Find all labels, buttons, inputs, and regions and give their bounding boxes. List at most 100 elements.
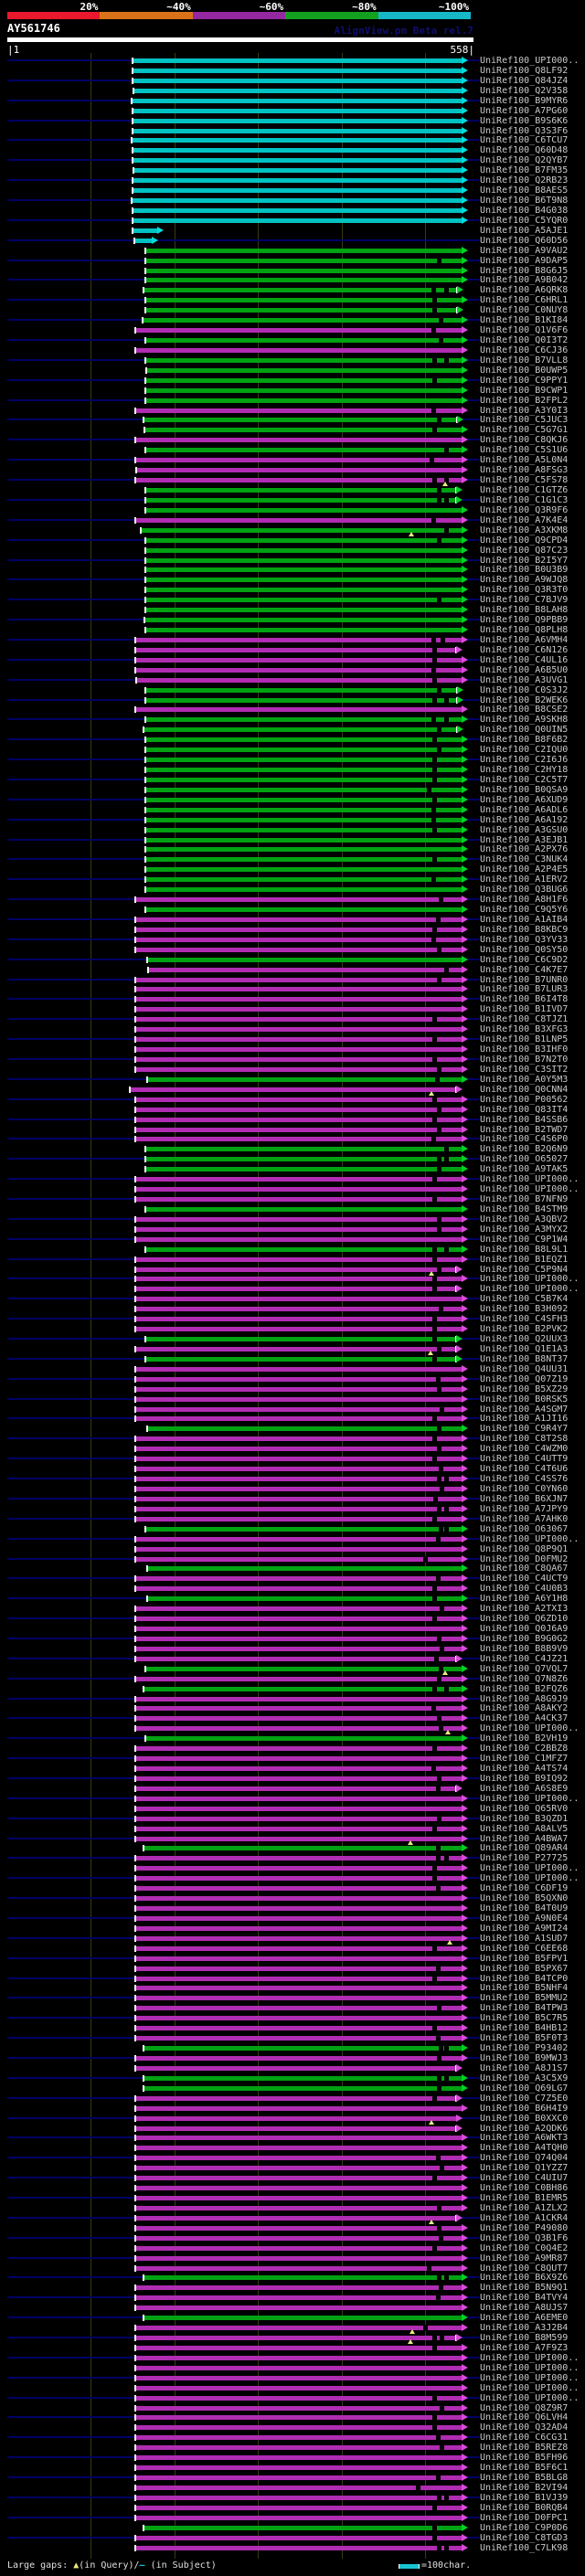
subject-id-label[interactable]: UniRef100_Q07Z19 [480,1373,569,1384]
subject-id-label[interactable]: UniRef100_Q1V6F6 [480,325,569,336]
subject-id-label[interactable]: UniRef100_A3MYX2 [480,1224,569,1235]
subject-id-label[interactable]: UniRef100_A1ERV2 [480,875,569,885]
subject-id-label[interactable]: UniRef100_B8AES5 [480,186,569,196]
subject-id-label[interactable]: UniRef100_B4SSB6 [480,1114,569,1125]
subject-id-label[interactable]: UniRef100_Q1E1A3 [480,1343,569,1354]
subject-id-label[interactable]: UniRef100_B9MYR6 [480,95,569,106]
subject-id-label[interactable]: UniRef100_A9VAU2 [480,245,569,256]
subject-id-label[interactable]: UniRef100_Q2V358 [480,85,569,96]
subject-id-label[interactable]: UniRef100_A6VMH4 [480,634,569,645]
subject-id-label[interactable]: UniRef100_Q3R9F6 [480,504,569,515]
subject-id-label[interactable]: UniRef100_Q7N8Z6 [480,1673,569,1684]
subject-id-label[interactable]: UniRef100_C4JZ21 [480,1653,569,1664]
subject-id-label[interactable]: UniRef100_C4UCT9 [480,1574,569,1585]
subject-id-label[interactable]: UniRef100_B8F6B2 [480,735,569,746]
subject-id-label[interactable]: UniRef100_B5F6C1 [480,2463,569,2474]
subject-id-label[interactable]: UniRef100_A9B042 [480,275,569,286]
subject-id-label[interactable]: UniRef100_P93402 [480,2043,569,2054]
subject-id-label[interactable]: UniRef100_P49080 [480,2222,569,2233]
subject-id-label[interactable]: UniRef100_A3C5X9 [480,2072,569,2083]
subject-id-label[interactable]: UniRef100_B3H092 [480,1304,569,1315]
subject-id-label[interactable]: UniRef100_B4G038 [480,205,569,216]
subject-id-label[interactable]: UniRef100_C5B7K4 [480,1294,569,1305]
subject-id-label[interactable]: UniRef100_A6A192 [480,814,569,825]
subject-id-label[interactable]: UniRef100_A9TAK5 [480,1164,569,1175]
subject-id-label[interactable]: UniRef100_A4BWA7 [480,1833,569,1844]
subject-id-label[interactable]: UniRef100_B5REZ8 [480,2443,569,2454]
subject-id-label[interactable]: UniRef100_C4WZM0 [480,1444,569,1455]
subject-id-label[interactable]: UniRef100_Q6ZD10 [480,1614,569,1625]
subject-id-label[interactable]: UniRef100_UPI000.. [480,56,580,66]
subject-id-label[interactable]: UniRef100_P27725 [480,1853,569,1864]
subject-id-label[interactable]: UniRef100_B5PX67 [480,1963,569,1974]
subject-id-label[interactable]: UniRef100_B8G6J5 [480,265,569,276]
subject-id-label[interactable]: UniRef100_C4U0B3 [480,1584,569,1595]
subject-id-label[interactable]: UniRef100_B5F0T3 [480,2033,569,2044]
subject-id-label[interactable]: UniRef100_UPI000.. [480,2362,580,2373]
subject-id-label[interactable]: UniRef100_C4SFH3 [480,1314,569,1325]
subject-id-label[interactable]: UniRef100_B2VI94 [480,2482,569,2493]
subject-id-label[interactable]: UniRef100_C6CG31 [480,2433,569,2443]
subject-id-label[interactable]: UniRef100_C7BJV9 [480,595,569,606]
subject-id-label[interactable]: UniRef100_Q87C23 [480,545,569,556]
subject-id-label[interactable]: UniRef100_C0YN60 [480,1483,569,1494]
subject-id-label[interactable]: UniRef100_A3EJB1 [480,834,569,845]
subject-id-label[interactable]: UniRef100_C4T6U6 [480,1464,569,1475]
subject-id-label[interactable]: UniRef100_Q9CPD4 [480,535,569,546]
subject-id-label[interactable]: UniRef100_A0Y5M3 [480,1074,569,1085]
subject-id-label[interactable]: UniRef100_C2C5T7 [480,774,569,785]
subject-id-label[interactable]: UniRef100_B5FH96 [480,2453,569,2464]
subject-id-label[interactable]: UniRef100_B0UWP5 [480,365,569,376]
subject-id-label[interactable]: UniRef100_UPI000.. [480,1284,580,1295]
subject-id-label[interactable]: UniRef100_Q8PLH8 [480,625,569,635]
subject-id-label[interactable]: UniRef100_C0NUY8 [480,305,569,316]
subject-id-label[interactable]: UniRef100_UPI000.. [480,2372,580,2383]
subject-id-label[interactable]: UniRef100_C4UIU7 [480,2173,569,2184]
subject-id-label[interactable]: UniRef100_A1ZLX2 [480,2202,569,2213]
subject-id-label[interactable]: UniRef100_B2PVK2 [480,1324,569,1335]
subject-id-label[interactable]: UniRef100_B5XZ29 [480,1383,569,1394]
subject-id-label[interactable]: UniRef100_A4SGM7 [480,1404,569,1415]
subject-id-label[interactable]: UniRef100_Q2RB23 [480,175,569,186]
subject-id-label[interactable]: UniRef100_A3QBV2 [480,1214,569,1224]
subject-id-label[interactable]: UniRef100_UPI000.. [480,1174,580,1185]
subject-id-label[interactable]: UniRef100_Q65RV0 [480,1803,569,1814]
subject-id-label[interactable]: UniRef100_B1LNP5 [480,1034,569,1045]
subject-id-label[interactable]: UniRef100_Q3S3F6 [480,125,569,136]
subject-id-label[interactable]: UniRef100_B5N9Q1 [480,2283,569,2294]
subject-id-label[interactable]: UniRef100_A7F9Z3 [480,2342,569,2353]
subject-id-label[interactable]: UniRef100_A8H1F6 [480,895,569,906]
subject-id-label[interactable]: UniRef100_A4TS74 [480,1764,569,1775]
subject-id-label[interactable]: UniRef100_C5P9N4 [480,1264,569,1275]
subject-id-label[interactable]: UniRef100_Q1YZZ7 [480,2163,569,2174]
subject-id-label[interactable]: UniRef100_O63067 [480,1523,569,1534]
subject-id-label[interactable]: UniRef100_A6Y1H8 [480,1594,569,1605]
subject-id-label[interactable]: UniRef100_C1G1C3 [480,494,569,505]
subject-id-label[interactable]: UniRef100_A6XUD9 [480,794,569,805]
subject-id-label[interactable]: UniRef100_B5MMU2 [480,1993,569,2004]
subject-id-label[interactable]: UniRef100_B6XJN7 [480,1493,569,1504]
subject-id-label[interactable]: UniRef100_C9P0D6 [480,2522,569,2533]
subject-id-label[interactable]: UniRef100_UPI000.. [480,2382,580,2393]
subject-id-label[interactable]: UniRef100_C8TGD3 [480,2532,569,2543]
subject-id-label[interactable]: UniRef100_B8L9L1 [480,1244,569,1255]
subject-id-label[interactable]: UniRef100_Q3YV33 [480,934,569,945]
subject-id-label[interactable]: UniRef100_C4SS76 [480,1474,569,1485]
subject-id-label[interactable]: UniRef100_Q8P9Q1 [480,1543,569,1554]
subject-id-label[interactable]: UniRef100_B7VLL8 [480,355,569,366]
subject-id-label[interactable]: UniRef100_A4CK37 [480,1713,569,1724]
subject-id-label[interactable]: UniRef100_B6I4T8 [480,994,569,1005]
subject-id-label[interactable]: UniRef100_Q3B1F6 [480,2232,569,2243]
subject-id-label[interactable]: UniRef100_A1AIB4 [480,914,569,925]
subject-id-label[interactable]: UniRef100_UPI000.. [480,2392,580,2403]
subject-id-label[interactable]: UniRef100_Q9PBB9 [480,615,569,626]
subject-id-label[interactable]: UniRef100_O65027 [480,1154,569,1165]
subject-id-label[interactable]: UniRef100_A9SKH8 [480,715,569,726]
subject-id-label[interactable]: UniRef100_Q3R3T0 [480,585,569,596]
subject-id-label[interactable]: UniRef100_B4HB12 [480,2023,569,2034]
subject-id-label[interactable]: UniRef100_A6WKT3 [480,2133,569,2144]
subject-id-label[interactable]: UniRef100_UPI000.. [480,2352,580,2363]
subject-id-label[interactable]: UniRef100_B0RSK5 [480,1394,569,1405]
subject-id-label[interactable]: UniRef100_A3J2B4 [480,2323,569,2334]
subject-id-label[interactable]: UniRef100_A8J1S7 [480,2062,569,2073]
